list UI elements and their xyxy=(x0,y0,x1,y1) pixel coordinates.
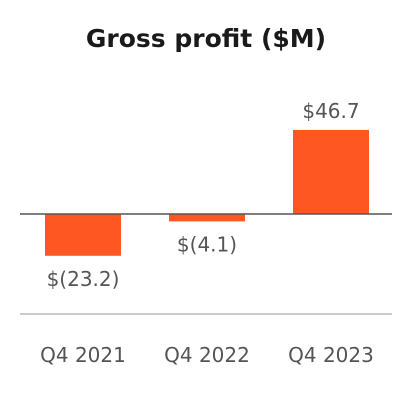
bar-q4-2023 xyxy=(293,129,369,214)
x-tick-label: Q4 2022 xyxy=(164,343,250,367)
bar-q4-2022 xyxy=(169,214,245,222)
x-tick-label: Q4 2021 xyxy=(40,343,126,367)
x-tick-label: Q4 2023 xyxy=(288,343,374,367)
data-label-q4-2023: $46.7 xyxy=(302,99,359,123)
x-tick-labels-group: Q4 2021 Q4 2022 Q4 2023 xyxy=(40,343,374,367)
data-labels-group: $(23.2) $(4.1) $46.7 xyxy=(47,99,360,291)
bars-group xyxy=(45,129,369,256)
chart-title: Gross profit ($M) xyxy=(85,24,327,53)
bar-q4-2021 xyxy=(45,214,121,256)
data-label-q4-2022: $(4.1) xyxy=(177,232,237,256)
data-label-q4-2021: $(23.2) xyxy=(47,267,120,291)
